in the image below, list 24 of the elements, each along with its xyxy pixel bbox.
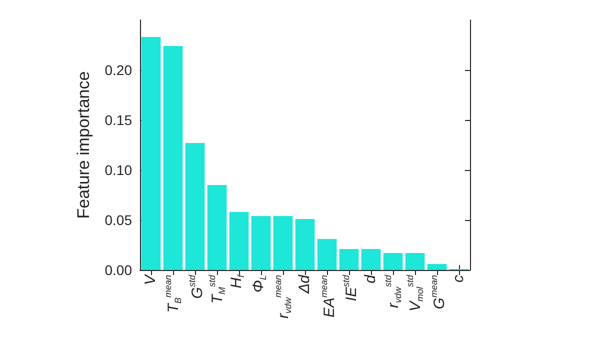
bar — [361, 249, 381, 270]
bar — [207, 185, 227, 270]
bar — [405, 253, 425, 270]
bar — [251, 216, 271, 270]
x-tick-label: c — [450, 275, 468, 282]
bar — [141, 37, 161, 270]
bar — [317, 239, 337, 270]
bar — [339, 249, 359, 270]
y-tick-label: 0.10 — [104, 162, 132, 178]
y-tick-label: 0.00 — [104, 262, 132, 278]
y-tick-label: 0.05 — [104, 212, 132, 228]
bar — [295, 219, 315, 270]
bar — [427, 264, 447, 270]
bar — [383, 253, 403, 270]
bar — [163, 46, 183, 270]
bar — [273, 216, 293, 270]
y-tick-label: 0.15 — [104, 112, 132, 128]
x-tick-label: Δd — [296, 275, 314, 294]
x-tick-label: d — [362, 275, 380, 284]
bar — [229, 212, 249, 270]
y-tick-label: 0.20 — [104, 62, 132, 78]
bar — [185, 143, 205, 270]
y-axis-title: Feature importance — [74, 71, 93, 219]
x-tick-label: V — [142, 275, 160, 286]
